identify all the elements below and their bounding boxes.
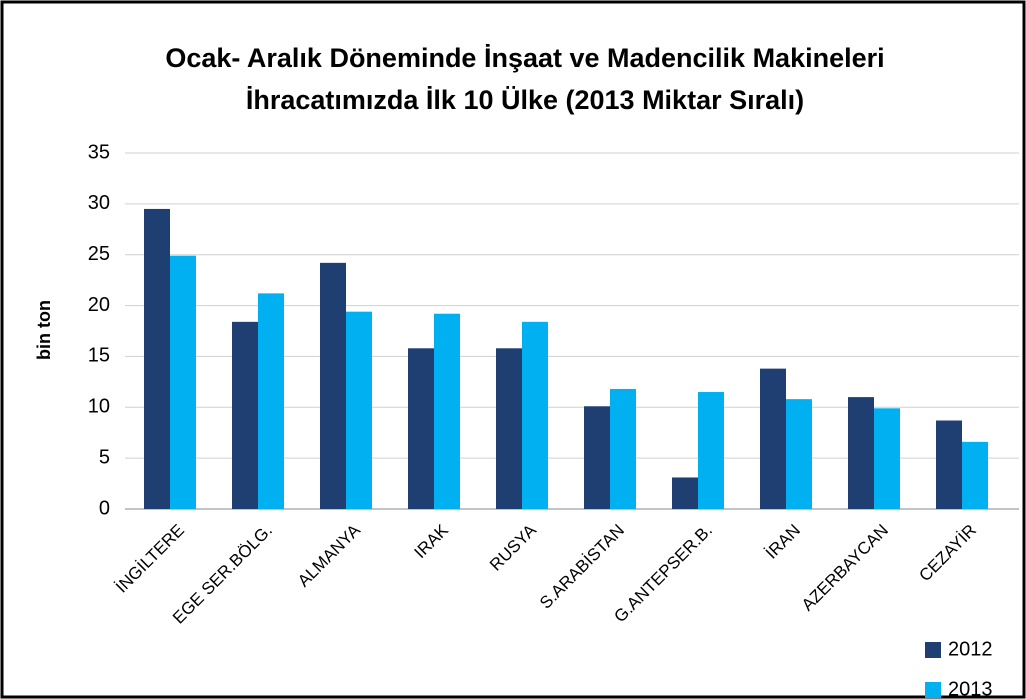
legend-label: 2013 xyxy=(948,678,993,699)
bar xyxy=(936,420,962,509)
legend-label: 2012 xyxy=(948,638,993,660)
bar xyxy=(496,348,522,509)
legend-swatch xyxy=(925,642,941,658)
bar xyxy=(672,477,698,509)
y-tick-label: 25 xyxy=(88,243,110,265)
legend-swatch xyxy=(925,682,941,698)
y-tick-label: 15 xyxy=(88,345,110,367)
bar xyxy=(258,293,284,509)
chart-title: Ocak- Aralık Döneminde İnşaat ve Madenci… xyxy=(165,43,884,115)
bar xyxy=(320,262,346,509)
bar xyxy=(434,313,460,509)
bar xyxy=(760,368,786,509)
y-axis-label: bin ton xyxy=(34,300,54,360)
y-tick-label: 35 xyxy=(88,141,110,163)
bar xyxy=(874,408,900,509)
bar xyxy=(522,321,548,509)
bar xyxy=(408,348,434,509)
bar xyxy=(170,255,196,509)
bar xyxy=(962,441,988,509)
y-tick-label: 0 xyxy=(99,497,110,519)
bar xyxy=(346,311,372,509)
bar xyxy=(144,208,170,509)
bar xyxy=(584,406,610,509)
bar xyxy=(232,321,258,509)
y-tick-label: 20 xyxy=(88,294,110,316)
y-tick-label: 5 xyxy=(99,446,110,468)
y-tick-label: 30 xyxy=(88,192,110,214)
bar xyxy=(786,399,812,509)
bar xyxy=(848,397,874,509)
bar xyxy=(610,388,636,509)
y-tick-label: 10 xyxy=(88,396,110,418)
bar xyxy=(698,392,724,509)
